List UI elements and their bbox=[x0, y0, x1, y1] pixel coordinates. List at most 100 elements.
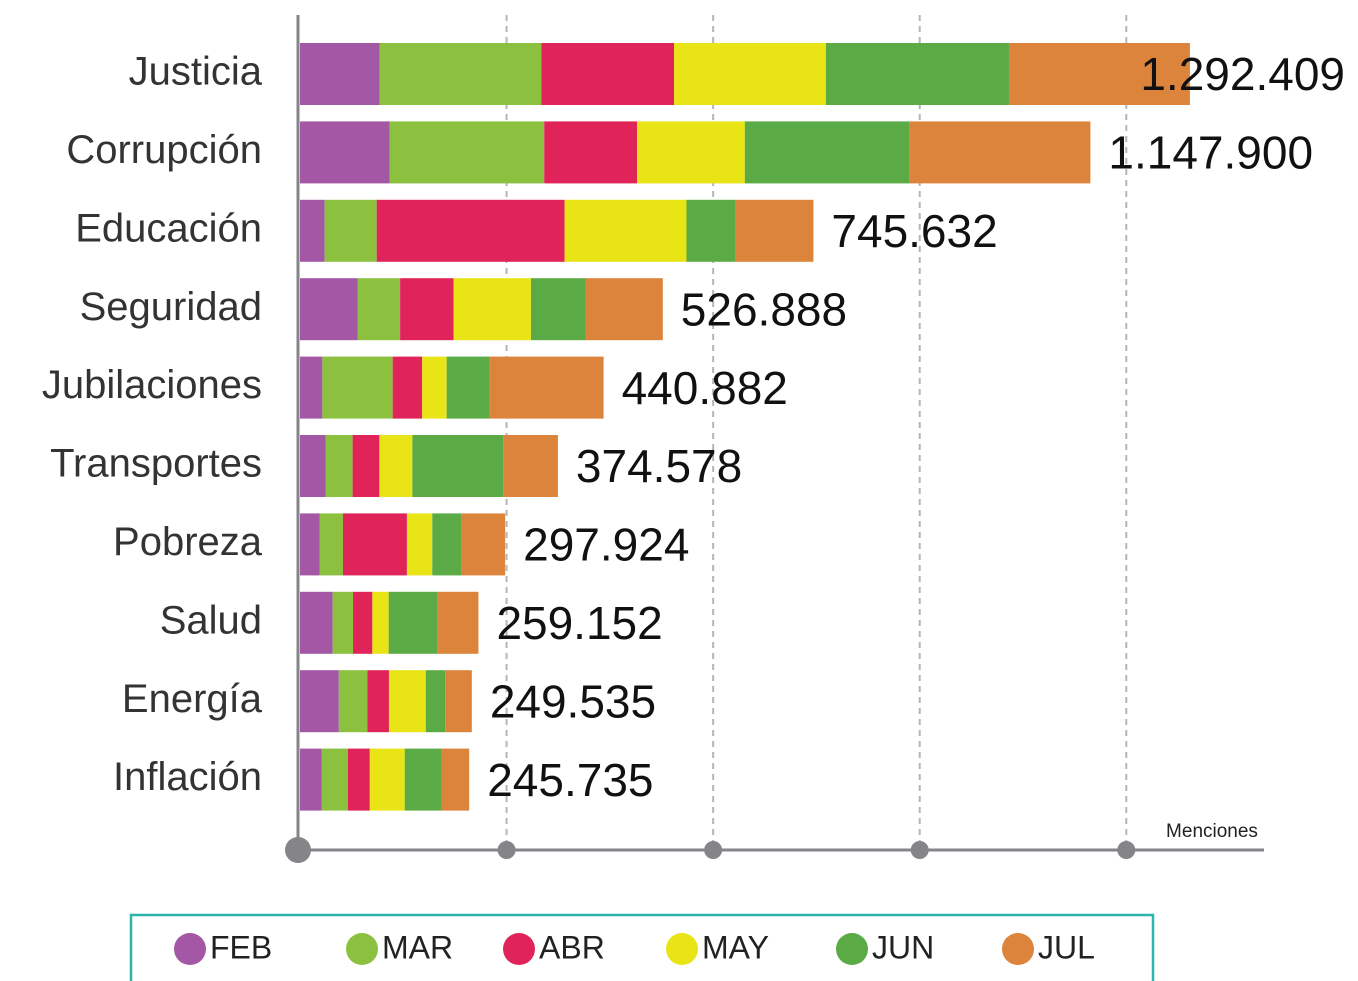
y-tick-label: Corrupción bbox=[66, 128, 262, 172]
legend-label: FEB bbox=[210, 929, 272, 965]
bar-segment bbox=[564, 199, 687, 262]
bar-segment bbox=[404, 748, 442, 811]
legend-swatch bbox=[1002, 933, 1034, 965]
legend-swatch bbox=[836, 933, 868, 965]
bar-segment bbox=[460, 513, 506, 576]
bar-segment bbox=[338, 670, 368, 733]
bar-segment bbox=[342, 513, 407, 576]
bar-segment bbox=[322, 356, 393, 419]
bar-segment bbox=[1008, 43, 1190, 105]
bar-segment bbox=[422, 356, 447, 419]
bar-segment bbox=[300, 43, 380, 105]
bar-segment bbox=[300, 591, 333, 654]
bar-segment bbox=[357, 278, 401, 341]
bar-segment bbox=[400, 278, 454, 341]
legend-label: JUL bbox=[1038, 929, 1095, 965]
legend-label: MAR bbox=[382, 929, 453, 965]
bar-segment bbox=[379, 435, 413, 497]
bar-segment bbox=[453, 278, 531, 341]
bar-segment bbox=[352, 435, 380, 497]
bar-segment bbox=[425, 670, 446, 733]
bar-segment bbox=[372, 591, 389, 654]
axis-origin bbox=[285, 837, 311, 863]
bar-segment bbox=[300, 435, 326, 497]
y-tick-label: Energía bbox=[122, 677, 263, 721]
bar-segment bbox=[585, 278, 663, 341]
bar-segment bbox=[544, 121, 638, 184]
total-label: 526.888 bbox=[681, 283, 847, 335]
legend-swatch bbox=[503, 933, 535, 965]
legend-label: ABR bbox=[539, 929, 605, 965]
bar-segment bbox=[367, 670, 389, 733]
bar-segment bbox=[353, 591, 373, 654]
y-tick-label: Seguridad bbox=[80, 285, 262, 329]
bar-segment bbox=[503, 435, 558, 497]
bar-segment bbox=[300, 121, 390, 184]
x-axis-label: Menciones bbox=[1166, 821, 1258, 842]
tick-mark bbox=[704, 841, 723, 859]
total-label: 1.147.900 bbox=[1108, 127, 1313, 179]
bar-segment bbox=[325, 435, 353, 497]
bar-segment bbox=[376, 199, 565, 262]
bar-segment bbox=[300, 199, 325, 262]
bar-segment bbox=[332, 591, 354, 654]
bar-segment bbox=[686, 199, 736, 262]
bar-segment bbox=[437, 591, 479, 654]
bar-segment bbox=[369, 748, 405, 811]
bar-segment bbox=[825, 43, 1009, 105]
total-label: 245.735 bbox=[487, 754, 653, 806]
bar-segment bbox=[744, 121, 910, 184]
bar-segment bbox=[412, 435, 504, 497]
total-label: 374.578 bbox=[576, 440, 742, 492]
y-tick-label: Justicia bbox=[129, 50, 263, 94]
bar-segment bbox=[347, 748, 370, 811]
tick-mark bbox=[910, 841, 929, 859]
legend-label: MAY bbox=[702, 929, 769, 965]
bar-segment bbox=[300, 356, 323, 419]
bar-segment bbox=[300, 278, 358, 341]
bar-segment bbox=[321, 748, 348, 811]
bar-segment bbox=[446, 356, 490, 419]
bar-segment bbox=[432, 513, 461, 576]
bar-segment bbox=[300, 513, 320, 576]
total-label: 440.882 bbox=[622, 362, 788, 414]
legend-swatch bbox=[666, 933, 698, 965]
tick-mark bbox=[497, 841, 516, 859]
legend-swatch bbox=[346, 933, 378, 965]
total-label: 249.535 bbox=[490, 675, 656, 727]
bar-segment bbox=[300, 748, 322, 811]
bar-segment bbox=[324, 199, 377, 262]
y-tick-label: Jubilaciones bbox=[42, 363, 262, 407]
bar-segment bbox=[735, 199, 814, 262]
bar-segment bbox=[388, 591, 438, 654]
total-label: 745.632 bbox=[831, 205, 997, 257]
bar-segment bbox=[389, 121, 545, 184]
bar-segment bbox=[392, 356, 423, 419]
bar-segment bbox=[319, 513, 343, 576]
total-label: 259.152 bbox=[496, 597, 662, 649]
legend-swatch bbox=[174, 933, 206, 965]
y-tick-label: Transportes bbox=[50, 442, 262, 486]
bar-segment bbox=[388, 670, 426, 733]
y-tick-label: Inflación bbox=[113, 755, 262, 799]
legend-label: JUN bbox=[872, 929, 934, 965]
tick-mark bbox=[1117, 841, 1136, 859]
bar-segment bbox=[530, 278, 586, 341]
bar-segment bbox=[489, 356, 604, 419]
bar-segment bbox=[541, 43, 675, 105]
bar-segment bbox=[637, 121, 745, 184]
legend-box bbox=[129, 913, 1155, 981]
bar-segment bbox=[445, 670, 472, 733]
bar-segment bbox=[909, 121, 1091, 184]
total-label: 1.292.409 bbox=[1140, 48, 1345, 100]
bar-segment bbox=[300, 670, 339, 733]
bar-segment bbox=[441, 748, 470, 811]
bar-segment bbox=[674, 43, 826, 105]
y-tick-label: Salud bbox=[160, 598, 262, 642]
y-tick-label: Educación bbox=[75, 206, 262, 250]
bar-segment bbox=[406, 513, 433, 576]
bar-segment bbox=[379, 43, 542, 105]
y-tick-label: Pobreza bbox=[113, 520, 263, 564]
